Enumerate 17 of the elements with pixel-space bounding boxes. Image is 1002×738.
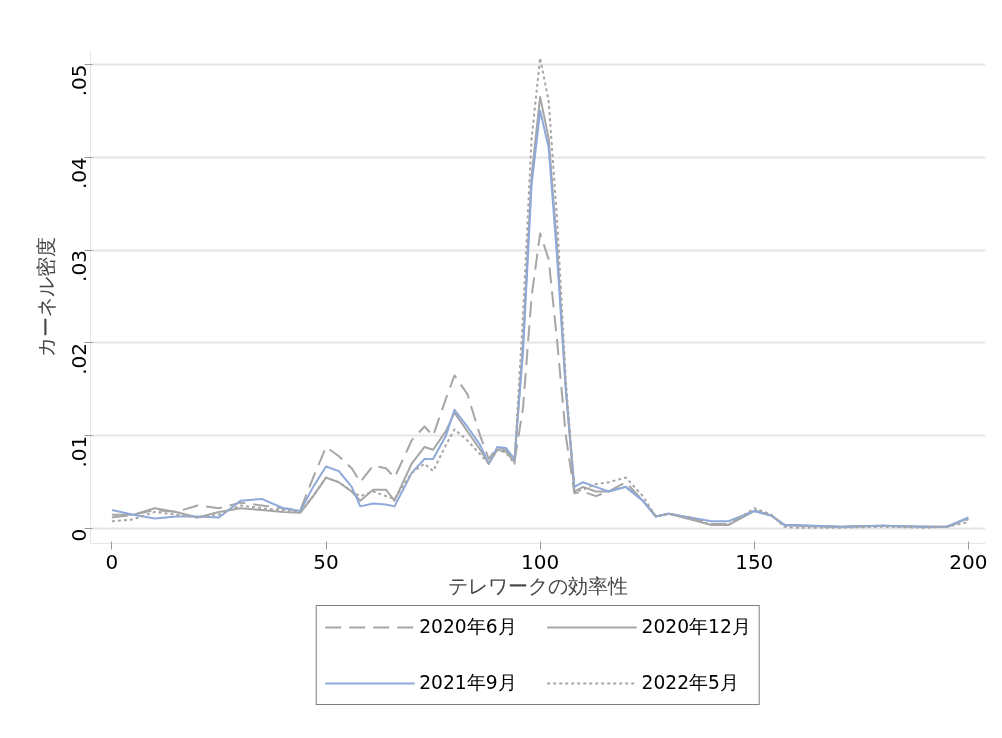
- y-tick-label: 0: [67, 528, 92, 542]
- x-tick-label: 0: [105, 549, 119, 574]
- legend-label: 2020年12月: [641, 615, 751, 639]
- legend-label: 2022年5月: [641, 671, 739, 695]
- x-tick-label: 100: [521, 549, 560, 574]
- legend-label: 2021年9月: [419, 671, 517, 695]
- y-tick-label: .04: [67, 157, 92, 190]
- legend-label: 2020年6月: [419, 615, 517, 639]
- y-tick-label: .05: [67, 64, 92, 97]
- x-tick-label: 200: [949, 549, 988, 574]
- y-tick-label: .03: [67, 250, 92, 282]
- x-tick-label: 50: [313, 549, 339, 574]
- x-axis-title: テレワークの効率性: [448, 573, 628, 598]
- x-tick-label: 150: [735, 549, 774, 574]
- y-tick-label: .02: [67, 342, 92, 375]
- y-tick-label: .01: [67, 435, 92, 468]
- y-axis-title: カーネル密度: [33, 237, 58, 357]
